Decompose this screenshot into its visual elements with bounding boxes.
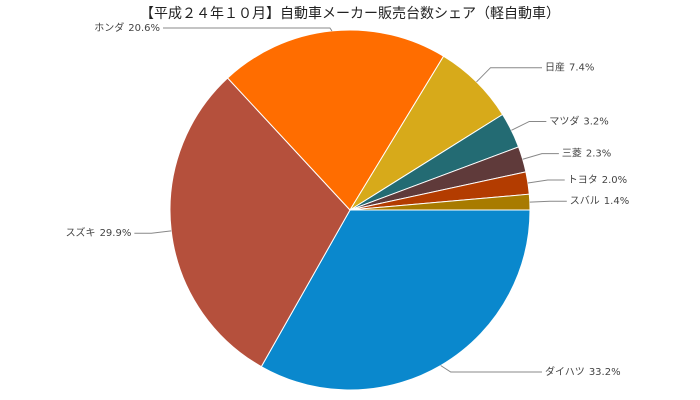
slice-label: ダイハツ 33.2% (545, 365, 621, 378)
slice-label-name: ダイハツ (545, 365, 585, 378)
slice-label-value: 2.0% (602, 175, 627, 186)
leader-line (163, 27, 333, 32)
slice-label-value: 7.4% (569, 63, 594, 74)
pie-slice (349, 193, 531, 211)
slice-label-name: スバル (570, 195, 600, 207)
leader-line (527, 179, 565, 184)
slice-label-name: スズキ (66, 226, 96, 239)
pie-slice (260, 209, 531, 391)
slice-label-value: 1.4% (604, 196, 629, 207)
slice-label-value: 20.6% (128, 23, 160, 34)
pie-slice (169, 77, 351, 368)
slice-label-value: 2.3% (586, 149, 611, 160)
slice-label: ホンダ 20.6% (94, 21, 160, 34)
slice-label-value: 33.2% (589, 367, 621, 378)
leader-line (511, 120, 547, 131)
slice-label: 日産 7.4% (545, 61, 594, 74)
slice-label-name: トヨタ (568, 174, 598, 186)
leader-line (529, 200, 567, 203)
slice-label-name: 三菱 (562, 148, 582, 160)
slice-label: スズキ 29.9% (66, 226, 132, 239)
slice-label-name: マツダ (549, 114, 579, 127)
slice-label: スバル 1.4% (570, 195, 629, 207)
pie-slice (226, 29, 445, 211)
slice-label-name: ホンダ (94, 21, 124, 34)
slice-label: マツダ 3.2% (549, 114, 608, 127)
chart-title: 【平成２４年１０月】自動車メーカー販売台数シェア（軽自動車） (140, 5, 560, 22)
leader-line (476, 67, 542, 83)
leader-line (440, 365, 542, 373)
leader-line (522, 153, 559, 160)
slice-label: 三菱 2.3% (562, 148, 611, 160)
slice-label: トヨタ 2.0% (568, 174, 627, 186)
slice-label-value: 3.2% (583, 116, 608, 127)
leader-line (134, 230, 172, 234)
slice-label-name: 日産 (545, 61, 565, 74)
slice-label-value: 29.9% (100, 228, 132, 239)
